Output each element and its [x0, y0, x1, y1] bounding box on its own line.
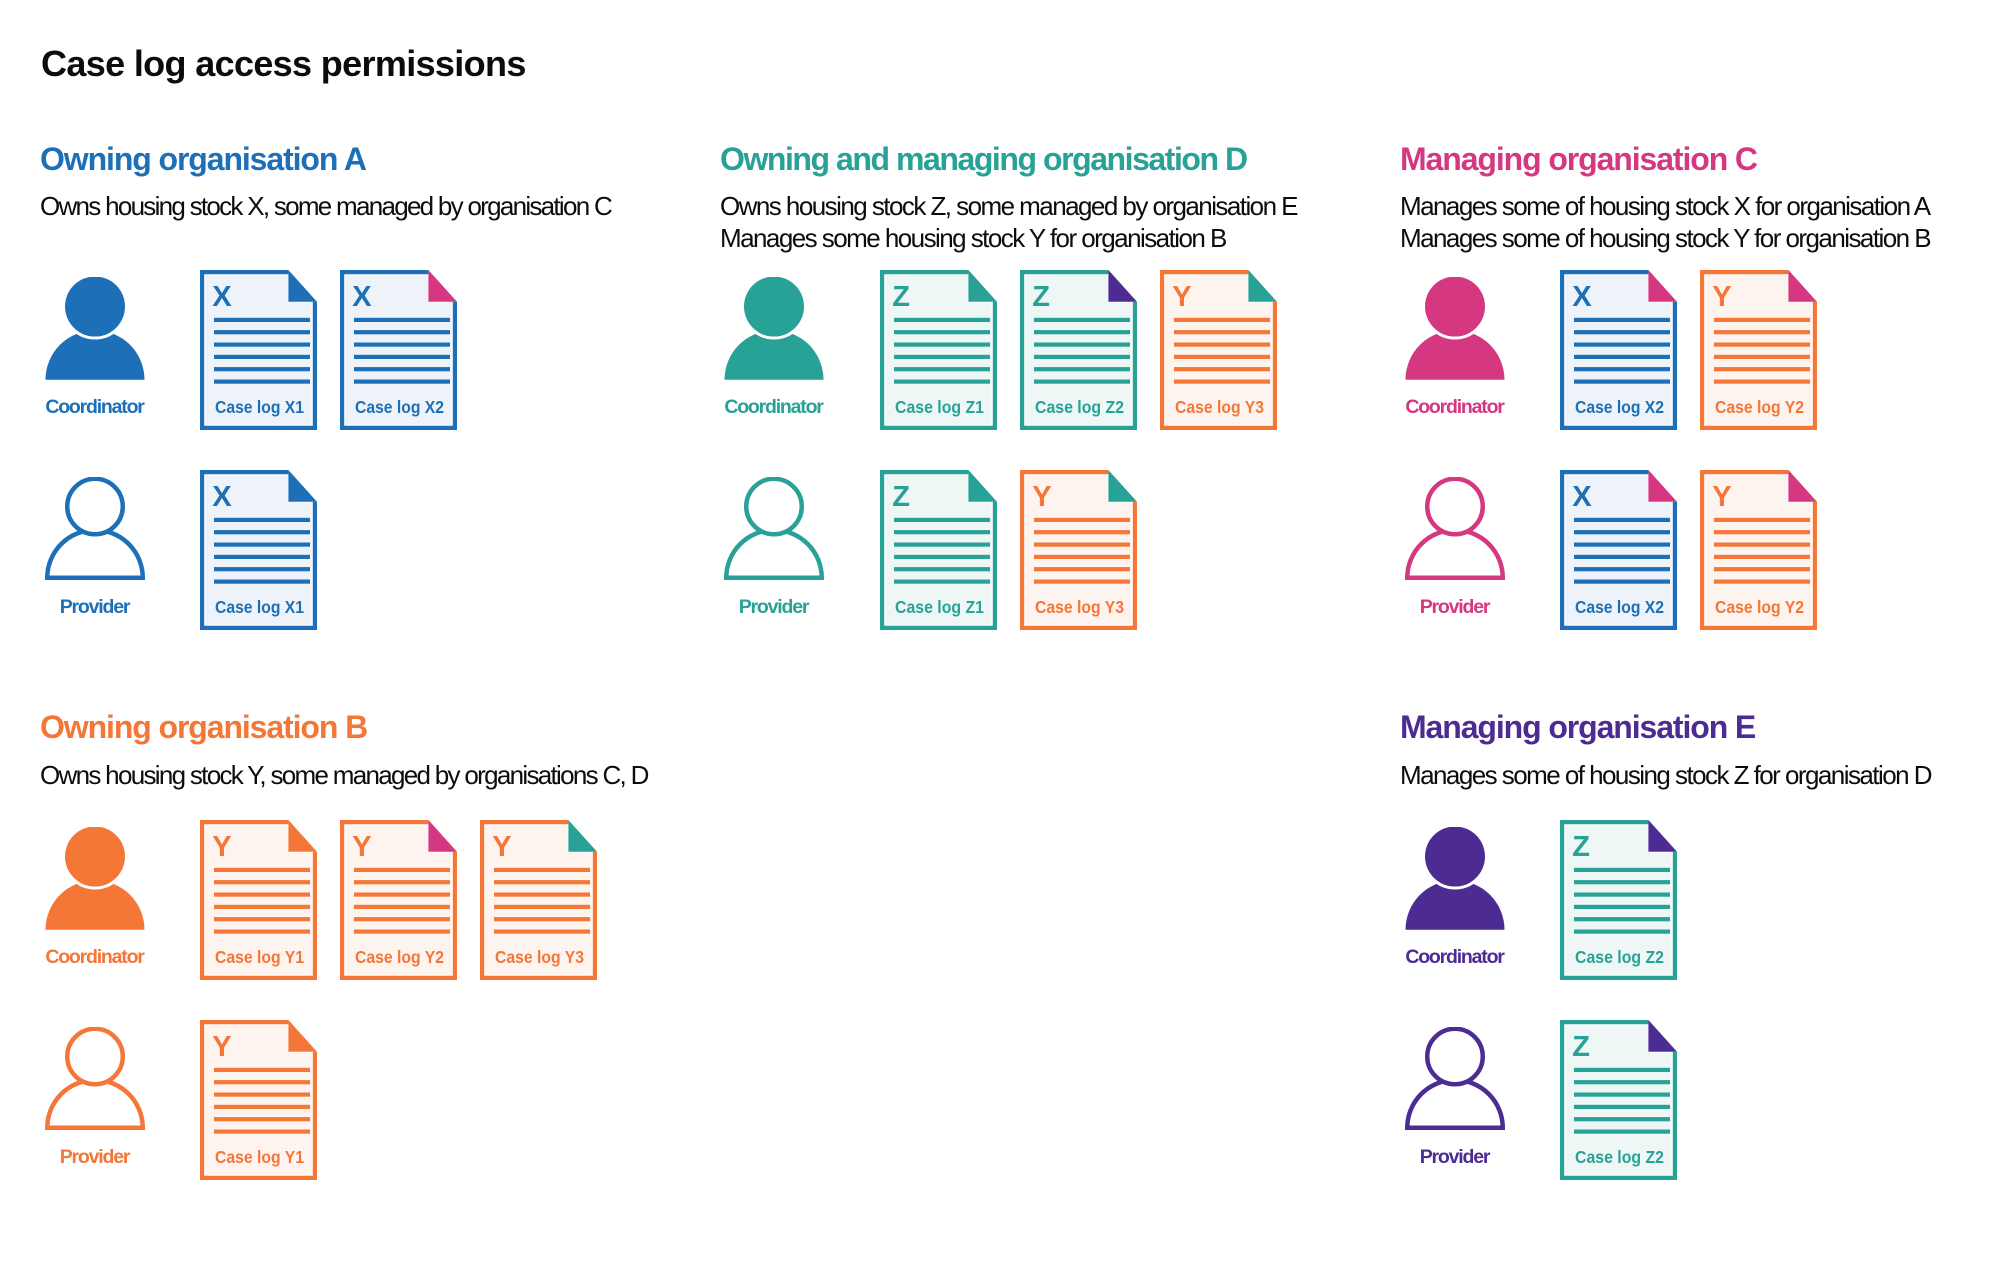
svg-text:Y: Y — [1172, 280, 1191, 312]
svg-text:Y: Y — [1712, 481, 1731, 513]
svg-text:Z: Z — [892, 280, 910, 312]
svg-text:Case log X2: Case log X2 — [355, 397, 444, 417]
svg-text:Y: Y — [352, 830, 371, 862]
svg-text:Case log X2: Case log X2 — [1575, 597, 1664, 617]
svg-text:Case log Y2: Case log Y2 — [1715, 597, 1804, 617]
svg-text:Case log Z1: Case log Z1 — [895, 397, 984, 417]
svg-text:Case log X2: Case log X2 — [1575, 397, 1664, 417]
svg-text:Case log Z2: Case log Z2 — [1575, 1147, 1664, 1167]
svg-text:Y: Y — [1712, 280, 1731, 312]
svg-text:Z: Z — [1572, 830, 1590, 862]
svg-text:Case log Y3: Case log Y3 — [495, 947, 584, 967]
svg-text:Case log X1: Case log X1 — [215, 397, 304, 417]
svg-text:X: X — [1572, 481, 1592, 513]
svg-text:Case log Y1: Case log Y1 — [215, 947, 304, 967]
svg-text:Y: Y — [212, 830, 231, 862]
svg-text:Case log X1: Case log X1 — [215, 597, 304, 617]
svg-text:Case log Z2: Case log Z2 — [1575, 947, 1664, 967]
svg-text:Y: Y — [492, 830, 511, 862]
svg-text:Case log Y1: Case log Y1 — [215, 1147, 304, 1167]
svg-text:Z: Z — [1572, 1030, 1590, 1062]
svg-text:X: X — [352, 280, 372, 312]
svg-text:X: X — [1572, 280, 1592, 312]
svg-text:Case log Y3: Case log Y3 — [1035, 597, 1124, 617]
svg-text:Z: Z — [1032, 280, 1050, 312]
svg-text:Case log Y3: Case log Y3 — [1175, 397, 1264, 417]
svg-text:X: X — [212, 280, 232, 312]
svg-text:Case log Z1: Case log Z1 — [895, 597, 984, 617]
svg-text:Y: Y — [212, 1030, 231, 1062]
svg-text:Case log Z2: Case log Z2 — [1035, 397, 1124, 417]
svg-text:Z: Z — [892, 481, 910, 513]
svg-text:Y: Y — [1032, 481, 1051, 513]
svg-text:Case log Y2: Case log Y2 — [1715, 397, 1804, 417]
svg-text:Case log Y2: Case log Y2 — [355, 947, 444, 967]
svg-text:X: X — [212, 481, 232, 513]
